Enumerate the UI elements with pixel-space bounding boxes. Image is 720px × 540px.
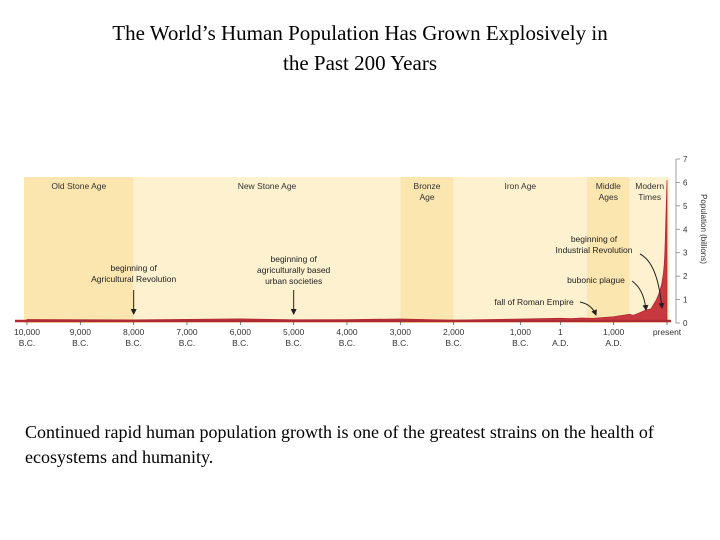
x-tick-label-9-line2: B.C. [512, 338, 529, 348]
annotation-urban-societies-line1: beginning of [271, 254, 318, 264]
annotation-industrial-revolution-line1: beginning of [571, 234, 618, 244]
title-line-1: The World’s Human Population Has Grown E… [112, 21, 608, 45]
annotation-industrial-revolution-line2: Industrial Revolution [555, 245, 632, 255]
x-tick-label-8: 2,000 [443, 327, 465, 337]
era-band-0 [24, 177, 134, 323]
x-tick-label-7-line2: B.C. [392, 338, 409, 348]
era-label-4: Middle [596, 181, 621, 191]
annotation-urban-societies-line3: urban societies [265, 276, 322, 286]
x-tick-label-7: 3,000 [390, 327, 412, 337]
x-tick-label-2-line2: B.C. [125, 338, 142, 348]
y-tick-label-1: 1 [683, 296, 688, 305]
slide-caption: Continued rapid human population growth … [25, 422, 654, 467]
x-tick-label-1-line2: B.C. [72, 338, 89, 348]
x-tick-label-6: 4,000 [336, 327, 358, 337]
population-area [26, 180, 668, 322]
x-tick-label-6-line2: B.C. [339, 338, 356, 348]
era-label-4-line2: Ages [599, 192, 618, 202]
title-line-2: the Past 200 Years [282, 51, 437, 75]
y-tick-label-6: 6 [683, 178, 688, 187]
annotation-industrial-revolution-arrow [639, 253, 665, 309]
annotation-urban-societies-line2: agriculturally based [257, 265, 331, 275]
x-tick-label-5-line2: B.C. [285, 338, 302, 348]
x-tick-label-9: 1,000 [510, 327, 532, 337]
x-tick-label-0-line2: B.C. [19, 338, 36, 348]
annotation-fall-of-roman-empire-arrow [579, 301, 597, 316]
x-tick-label-10: 1 [558, 327, 563, 337]
y-tick-label-2: 2 [683, 272, 688, 281]
era-band-1 [133, 177, 401, 323]
y-tick-label-5: 5 [683, 202, 688, 211]
annotation-bubonic-plague-arrow [631, 280, 649, 311]
x-tick-label-12: present [653, 327, 682, 337]
era-label-1: New Stone Age [238, 181, 297, 191]
y-tick-label-0: 0 [683, 319, 688, 328]
y-axis-label: Population (billions) [699, 194, 708, 264]
population-area-path [26, 180, 668, 322]
era-band-4 [587, 177, 630, 323]
x-tick-label-3-line2: B.C. [179, 338, 196, 348]
x-tick-label-10-line2: A.D. [552, 338, 569, 348]
y-tick-label-7: 7 [683, 155, 688, 164]
annotation-agricultural-revolution-line1: beginning of [111, 263, 158, 273]
era-band-2 [400, 177, 454, 323]
annotation-agricultural-revolution-line2: Agricultural Revolution [91, 274, 176, 284]
x-tick-label-4: 6,000 [230, 327, 252, 337]
era-label-5-line2: Times [638, 192, 661, 202]
era-label-5: Modern [635, 181, 664, 191]
slide-title: The World’s Human Population Has Grown E… [40, 18, 680, 78]
era-band-3 [453, 177, 587, 323]
x-tick-label-1: 9,000 [70, 327, 92, 337]
x-tick-label-2: 8,000 [123, 327, 145, 337]
y-tick-label-4: 4 [683, 225, 688, 234]
x-tick-label-3: 7,000 [176, 327, 198, 337]
era-label-2-line2: Age [419, 192, 434, 202]
x-tick-label-0: 10,000 [14, 327, 40, 337]
x-tick-label-8-line2: B.C. [445, 338, 462, 348]
era-label-3: Iron Age [504, 181, 536, 191]
x-tick-label-5: 5,000 [283, 327, 305, 337]
era-label-0: Old Stone Age [51, 181, 106, 191]
annotation-bubonic-plague-line1: bubonic plague [567, 275, 625, 285]
x-tick-label-11-line2: A.D. [605, 338, 622, 348]
y-tick-label-3: 3 [683, 249, 688, 258]
x-tick-label-4-line2: B.C. [232, 338, 249, 348]
annotation-fall-of-roman-empire-line1: fall of Roman Empire [494, 297, 574, 307]
era-label-2: Bronze [414, 181, 441, 191]
x-tick-label-11: 1,000 [603, 327, 625, 337]
